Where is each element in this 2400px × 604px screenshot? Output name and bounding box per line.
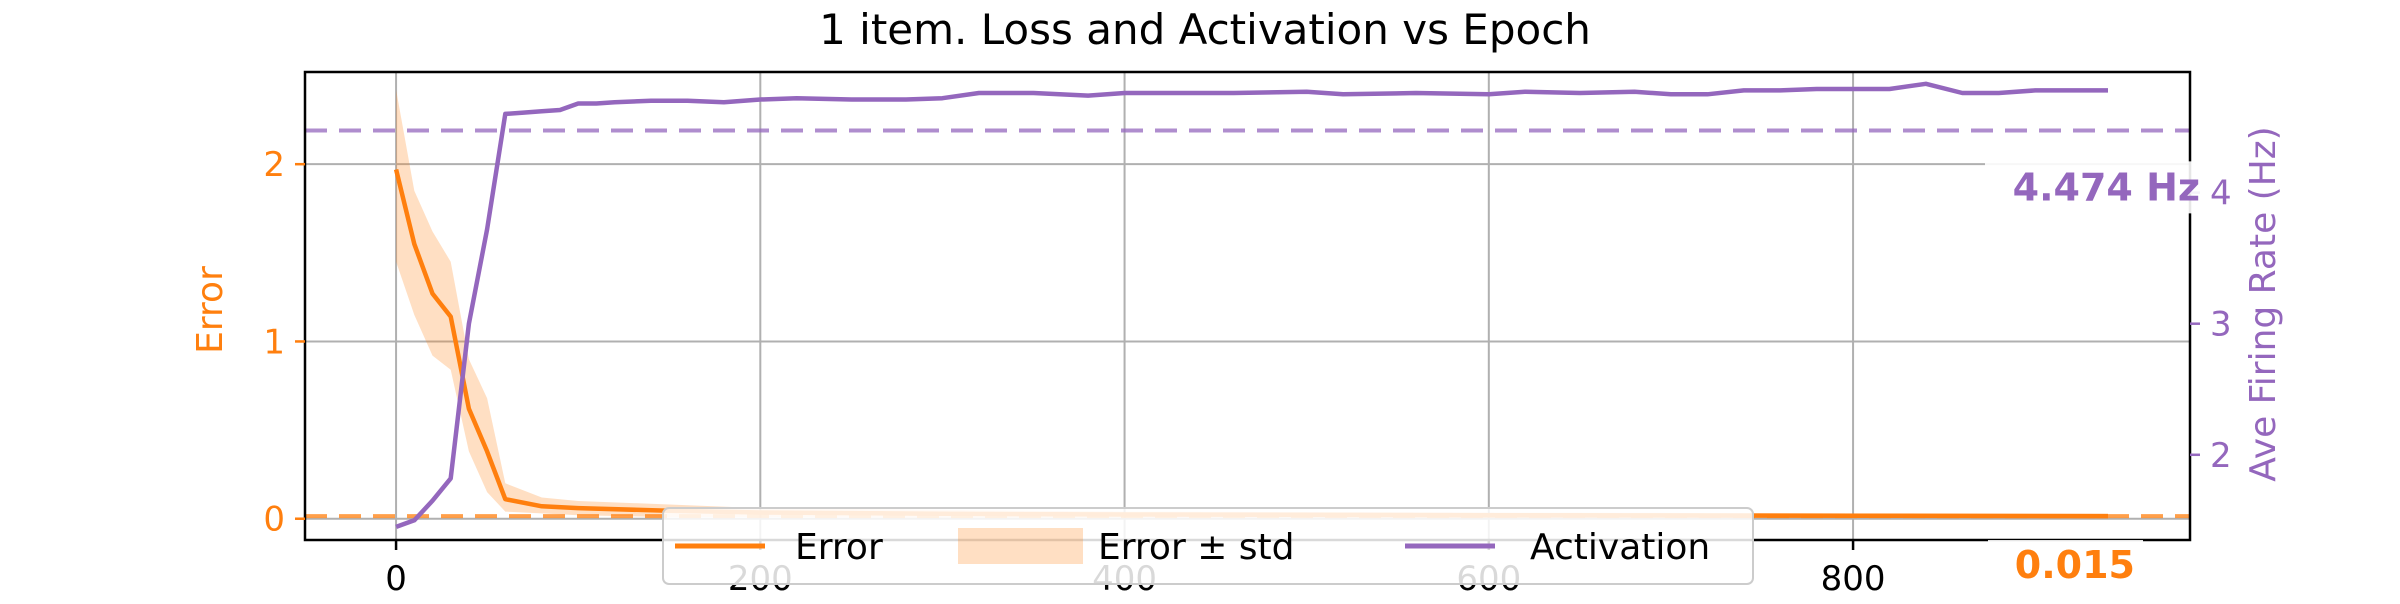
y-right-tick-label-4: 4 [2210,174,2232,214]
x-tick-label-800: 800 [1821,559,1886,599]
x-tick-label-0: 0 [385,559,407,599]
series-layer [393,81,2109,530]
y-right-tick-label-3: 3 [2210,305,2232,345]
y-right-tick-label-2: 2 [2210,436,2232,476]
plot-frame-layer [303,70,2192,542]
y-axis-left-label: Error [190,266,231,354]
legend-box [662,507,1754,585]
legend-swatch-error-std [958,528,1083,564]
activation-final-label: 4.474 Hz [2013,165,2200,209]
legend: Error Error ± std Activation [662,507,1754,585]
error-std-band [396,89,2109,519]
y-left-tick-label-0: 0 [263,500,285,540]
plot-frame [303,70,2192,542]
reference-line-layer [305,128,2190,519]
legend-label-error: Error [795,527,883,568]
activation-series-line [395,81,2108,530]
error-final-label-box [1988,540,2143,586]
chart-title: 1 item. Loss and Activation vs Epoch [819,5,1591,54]
legend-label-activation: Activation [1530,527,1710,568]
error-band-layer [396,89,2109,519]
legend-label-error-std: Error ± std [1098,527,1295,568]
error-final-label: 0.015 [2015,543,2135,587]
activation-final-label-box [1985,161,2205,214]
annotation-layer: 4.474 Hz 0.015 [1985,161,2205,587]
y-left-tick-label-1: 1 [263,322,285,362]
y-left-tick-label-2: 2 [263,145,285,185]
grid-layer [305,72,2190,540]
y-axis-right-label: Ave Firing Rate (Hz) [2243,126,2284,481]
error-series-line [393,168,2109,519]
